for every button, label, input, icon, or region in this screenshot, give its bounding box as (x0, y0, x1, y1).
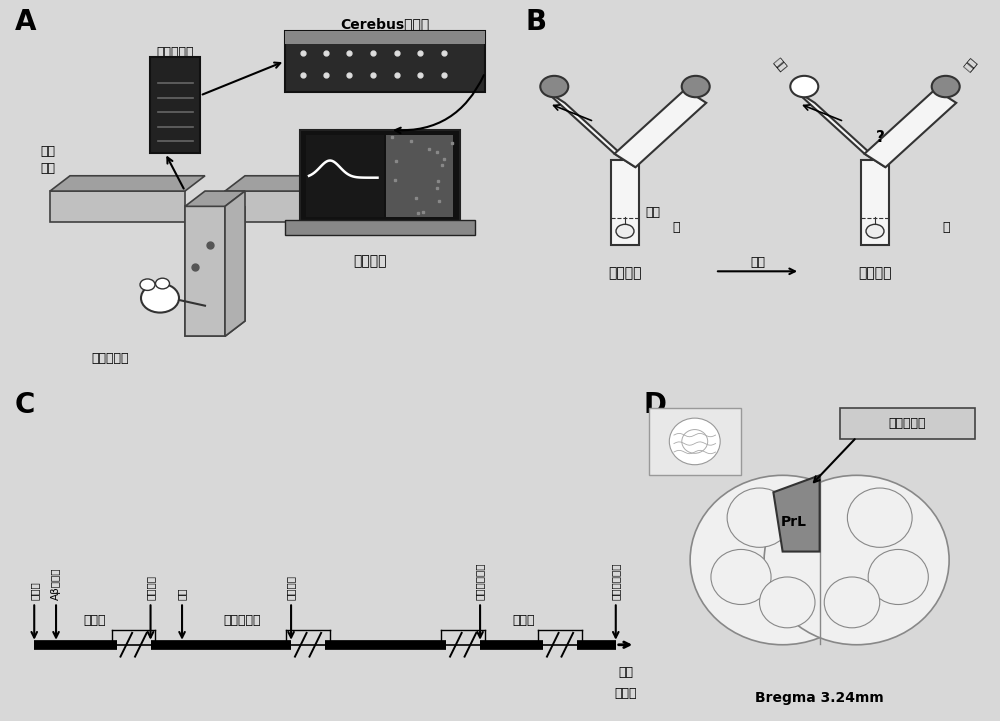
FancyBboxPatch shape (306, 135, 384, 217)
Polygon shape (185, 206, 225, 336)
Text: 恢复期: 恢复期 (512, 614, 535, 627)
Circle shape (682, 76, 710, 97)
Text: ?: ? (876, 131, 884, 145)
Text: Cerebus记录仪: Cerebus记录仪 (340, 17, 430, 31)
Polygon shape (225, 176, 390, 191)
Circle shape (824, 577, 880, 628)
Text: 错误: 错误 (771, 56, 787, 73)
FancyBboxPatch shape (840, 407, 975, 439)
Text: Aβ注射组: Aβ注射组 (51, 567, 61, 601)
Text: （天）: （天） (614, 687, 637, 700)
Text: 正确: 正确 (963, 56, 979, 73)
Circle shape (540, 76, 568, 97)
Text: 红外探测器: 红外探测器 (91, 352, 129, 365)
Text: 门: 门 (672, 221, 680, 234)
Circle shape (690, 475, 875, 645)
Text: 红外: 红外 (645, 206, 660, 219)
Circle shape (669, 418, 720, 465)
Circle shape (847, 488, 912, 547)
Text: 慢性植入手术: 慢性植入手术 (475, 563, 485, 601)
Circle shape (932, 76, 960, 97)
Polygon shape (185, 221, 225, 336)
Text: 神经
信息: 神经 信息 (40, 146, 55, 175)
Polygon shape (185, 191, 245, 206)
FancyBboxPatch shape (150, 58, 200, 153)
FancyBboxPatch shape (285, 30, 485, 92)
Text: 控食: 控食 (177, 588, 187, 601)
Circle shape (727, 488, 792, 547)
Polygon shape (370, 176, 390, 221)
Polygon shape (225, 191, 370, 221)
Polygon shape (614, 89, 706, 167)
Circle shape (711, 549, 771, 604)
Circle shape (764, 475, 949, 645)
Polygon shape (225, 206, 245, 336)
FancyBboxPatch shape (300, 130, 460, 221)
Circle shape (141, 283, 179, 313)
Circle shape (868, 549, 928, 604)
Polygon shape (794, 89, 886, 167)
Text: 延迟: 延迟 (750, 255, 765, 269)
Text: PrL: PrL (781, 515, 807, 529)
Circle shape (866, 224, 884, 238)
FancyBboxPatch shape (285, 30, 485, 44)
Text: 开始适应: 开始适应 (146, 575, 156, 601)
Text: 交替选择: 交替选择 (858, 266, 892, 280)
Text: B: B (525, 8, 546, 35)
Text: D: D (644, 391, 667, 419)
Polygon shape (50, 191, 185, 221)
Text: 数据分析: 数据分析 (353, 254, 387, 268)
Circle shape (790, 76, 818, 97)
Text: 门: 门 (942, 221, 950, 234)
FancyBboxPatch shape (386, 135, 453, 217)
FancyBboxPatch shape (648, 407, 741, 475)
Circle shape (682, 430, 708, 454)
Polygon shape (864, 89, 956, 167)
Polygon shape (611, 161, 639, 244)
FancyBboxPatch shape (285, 221, 475, 235)
Polygon shape (185, 206, 245, 221)
Circle shape (140, 279, 155, 291)
Circle shape (616, 224, 634, 238)
Polygon shape (773, 475, 820, 552)
Text: A: A (15, 8, 36, 35)
Polygon shape (225, 191, 245, 336)
Text: 迷管适用: 迷管适用 (286, 575, 296, 601)
Circle shape (156, 278, 170, 289)
Text: 开始记录数据: 开始记录数据 (611, 563, 621, 601)
Text: Bregma 3.24mm: Bregma 3.24mm (755, 691, 884, 704)
Text: 恢复期: 恢复期 (84, 614, 106, 627)
Text: 行为学训练: 行为学训练 (224, 614, 261, 627)
Circle shape (760, 577, 815, 628)
Text: 前额叶皮层: 前额叶皮层 (889, 417, 926, 430)
Text: C: C (15, 391, 35, 419)
Polygon shape (544, 89, 636, 167)
Text: 自由选择: 自由选择 (608, 266, 642, 280)
Polygon shape (861, 161, 889, 244)
Text: 时间: 时间 (618, 666, 633, 679)
Text: 前置放大器: 前置放大器 (156, 46, 194, 59)
Text: 正常组: 正常组 (29, 582, 39, 601)
Polygon shape (50, 176, 205, 191)
